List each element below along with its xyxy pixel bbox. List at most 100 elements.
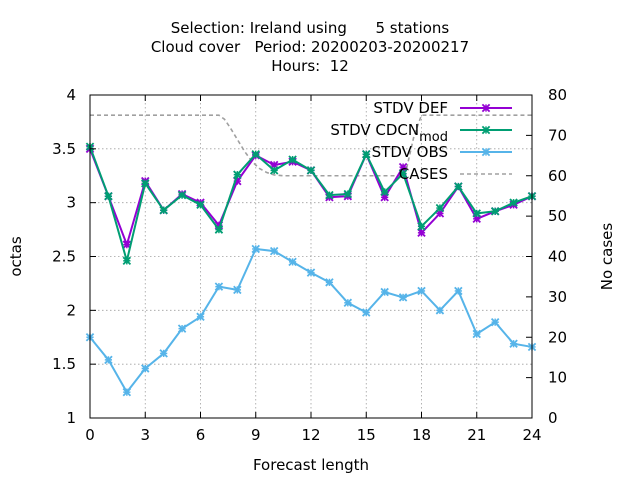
data-point-stdv-cdcn-mod [177, 190, 187, 200]
data-point-stdv-cdcn-mod [141, 179, 150, 188]
title-line-selection: Selection: Ireland using 5 stations [171, 19, 450, 37]
legend-label-subscript: mod [419, 130, 448, 145]
data-point-stdv-def [398, 162, 408, 172]
x-tick-label: 18 [412, 426, 431, 444]
data-point-stdv-obs [269, 246, 279, 256]
x-tick-label: 9 [251, 426, 261, 444]
x-tick-label: 24 [522, 426, 541, 444]
data-point-stdv-cdcn-mod [362, 149, 371, 159]
data-point-stdv-cdcn-mod [325, 190, 334, 200]
grid [90, 95, 532, 418]
y2-tick-label: 40 [548, 248, 567, 266]
y-tick-label: 2.5 [52, 248, 76, 266]
data-point-stdv-obs [141, 364, 150, 373]
legend-item-stdv-cdcn-mod: STDV CDCNmod [330, 121, 512, 145]
axis-ticks: 0 3 6 9 12 15 18 21 2411.522.533.540102030405060… [52, 86, 567, 444]
data-point-stdv-cdcn-mod [196, 200, 205, 210]
data-point-stdv-cdcn-mod [251, 149, 260, 159]
data-point-stdv-cdcn-mod [343, 189, 353, 199]
data-point-stdv-cdcn-mod [509, 198, 518, 207]
data-point-stdv-cdcn-mod [490, 207, 500, 216]
data-point-stdv-obs [380, 287, 389, 297]
data-point-stdv-obs [122, 387, 132, 397]
y2-tick-label: 10 [548, 369, 567, 387]
y2-tick-label: 30 [548, 288, 567, 306]
data-point-stdv-cdcn-mod [214, 225, 224, 234]
y2-tick-label: 70 [548, 126, 567, 144]
legend-item-stdv-obs: STDV OBS [372, 143, 512, 161]
x-tick-label: 12 [301, 426, 320, 444]
data-point-stdv-obs [288, 257, 297, 267]
data-point-stdv-cdcn-mod [472, 209, 481, 218]
y-tick-label: 4 [66, 86, 76, 104]
data-point-stdv-obs [454, 286, 463, 296]
data-point-stdv-cdcn-mod [233, 170, 242, 179]
y-axis-label: octas [7, 236, 25, 276]
legend-label: CASES [399, 165, 448, 183]
data-point-stdv-cdcn-mod [288, 155, 297, 164]
data-point-stdv-cdcn-mod [122, 256, 132, 266]
y-tick-label: 1.5 [52, 355, 76, 373]
data-point-stdv-obs [196, 312, 205, 322]
legend-item-stdv-def: STDV DEF [373, 99, 512, 117]
y-tick-label: 3.5 [52, 140, 76, 158]
data-point-stdv-obs [159, 349, 168, 358]
x-tick-label: 6 [196, 426, 206, 444]
y-tick-label: 2 [66, 301, 76, 319]
data-point-stdv-obs [398, 293, 408, 302]
data-point-stdv-obs [214, 282, 224, 291]
x-tick-label: 3 [140, 426, 150, 444]
data-point-stdv-obs [509, 339, 518, 348]
y2-tick-label: 50 [548, 207, 567, 225]
y2-axis-label: No cases [598, 223, 616, 291]
data-point-stdv-obs [472, 329, 481, 339]
legend-label: STDV CDCNmod [330, 121, 448, 145]
legend-item-cases: CASES [399, 165, 512, 183]
x-axis-label: Forecast length [253, 456, 369, 474]
y-tick-label: 1 [66, 409, 76, 427]
legend-label-main: STDV CDCN [330, 121, 419, 139]
data-point-stdv-obs [177, 324, 187, 333]
data-point-stdv-cdcn-mod [104, 191, 113, 201]
data-point-stdv-cdcn-mod [417, 222, 426, 231]
data-point-stdv-cdcn-mod [454, 182, 463, 191]
x-tick-label: 21 [467, 426, 486, 444]
x-tick-label: 15 [357, 426, 376, 444]
data-point-stdv-obs [362, 308, 371, 317]
legend-sample-marker [481, 103, 491, 113]
data-point-stdv-obs [435, 306, 445, 315]
data-point-stdv-obs [343, 298, 353, 308]
data-point-stdv-cdcn-mod [269, 166, 279, 175]
data-point-stdv-obs [325, 278, 334, 287]
data-point-stdv-obs [490, 317, 500, 327]
legend-sample-marker [481, 147, 491, 157]
series-line-cases [90, 114, 532, 177]
legend-label: STDV OBS [372, 143, 448, 161]
data-point-stdv-cdcn-mod [159, 205, 168, 215]
data-point-stdv-obs [233, 285, 242, 295]
data-point-stdv-obs [306, 268, 316, 277]
legend-label: STDV DEF [373, 99, 448, 117]
y2-tick-label: 60 [548, 167, 567, 185]
data-point-stdv-def [417, 228, 426, 238]
data-point-stdv-cdcn-mod [380, 187, 389, 197]
y2-tick-label: 80 [548, 86, 567, 104]
legend-sample-marker [481, 125, 491, 135]
title-line-period: Cloud cover Period: 20200203-20200217 [151, 38, 469, 56]
y2-tick-label: 20 [548, 328, 567, 346]
data-point-stdv-obs [417, 286, 426, 296]
data-point-stdv-obs [104, 355, 113, 365]
cases-layer [90, 114, 532, 177]
data-point-stdv-obs [251, 244, 260, 254]
y2-tick-label: 0 [548, 409, 558, 427]
y-tick-label: 3 [66, 194, 76, 212]
data-point-stdv-cdcn-mod [435, 203, 445, 213]
x-tick-label: 0 [85, 426, 95, 444]
data-point-stdv-cdcn-mod [306, 166, 316, 175]
series-layer [85, 142, 537, 397]
title-line-hours: Hours: 12 [271, 57, 349, 75]
chart-title: Selection: Ireland using 5 stations Clou… [151, 19, 469, 75]
data-point-stdv-cdcn-mod [398, 169, 408, 178]
